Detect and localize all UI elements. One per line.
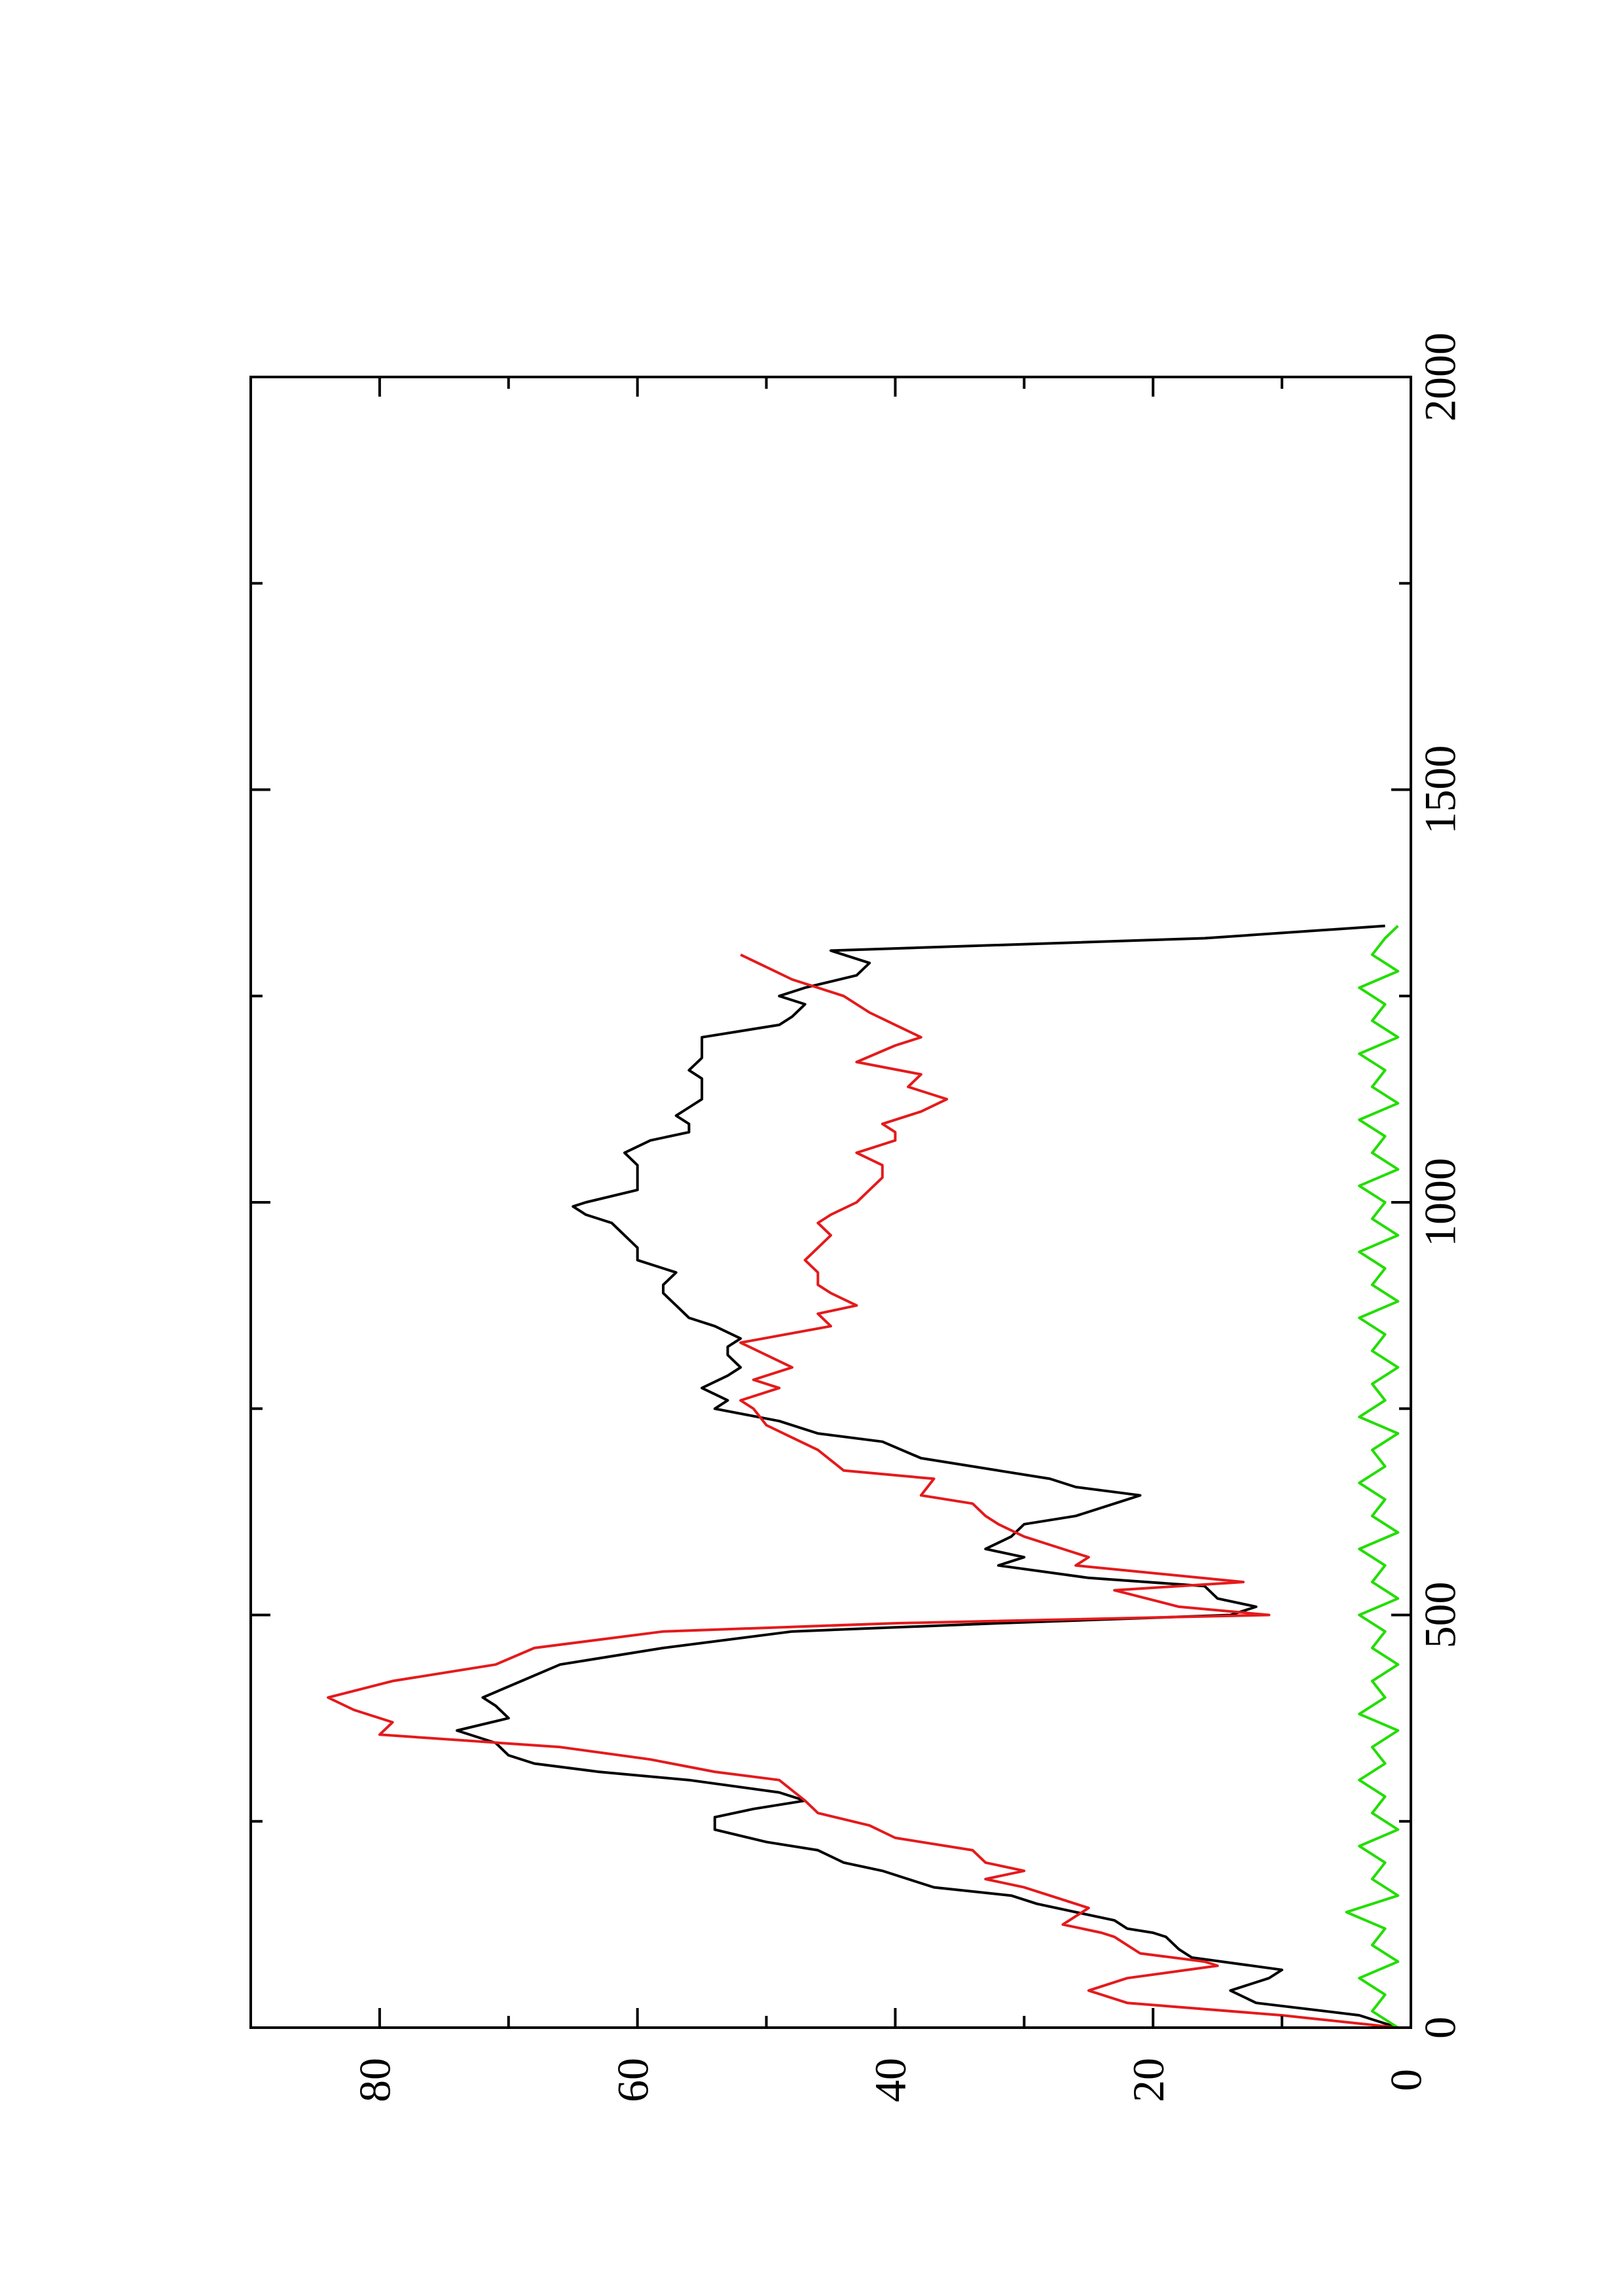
y-tick-label: 60 [608, 2058, 657, 2102]
series-3-line [1345, 925, 1400, 2029]
series-layer [327, 924, 1400, 2029]
y-tick-label: 0 [1381, 2069, 1431, 2091]
y-tick-label: 80 [350, 2058, 399, 2102]
x-tick-label: 500 [1415, 1582, 1465, 1649]
series-2-line [327, 953, 1398, 2029]
y-tick-label: 20 [1123, 2058, 1173, 2102]
plot-frame [249, 376, 1412, 2029]
x-tick-label: 2000 [1415, 332, 1465, 422]
ticks-layer [251, 376, 1412, 2029]
series-1-line [456, 924, 1398, 2029]
y-tick-label: 40 [866, 2058, 915, 2102]
x-tick-label: 1000 [1415, 1158, 1465, 1247]
labels-layer: 0 500 1000 1500 2000 0 20 40 60 80 [350, 332, 1465, 2102]
x-tick-label: 0 [1415, 2017, 1465, 2039]
x-tick-label: 1500 [1415, 745, 1465, 834]
